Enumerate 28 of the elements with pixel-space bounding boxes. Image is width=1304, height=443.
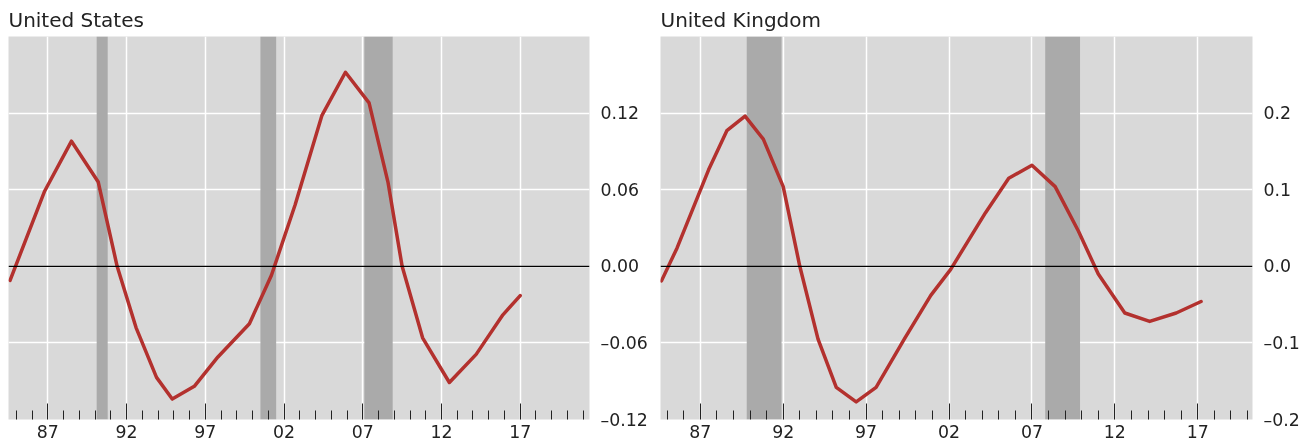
x-tick-label: 87 xyxy=(689,421,712,442)
y-tick-label: –0.12 xyxy=(600,409,648,430)
x-tick-label: 02 xyxy=(938,421,961,442)
y-tick-label: 0.06 xyxy=(600,179,640,200)
x-tick-label: 12 xyxy=(430,421,453,442)
x-tick-label: 17 xyxy=(509,421,532,442)
y-tick-label: 0.12 xyxy=(600,103,640,124)
y-tick-label: –0.2 xyxy=(1263,409,1300,430)
line-series xyxy=(8,70,522,401)
x-tick-label: 92 xyxy=(115,421,138,442)
x-tick-label: 07 xyxy=(351,421,374,442)
y-tick-label: 0.1 xyxy=(1263,179,1292,200)
y-tick-label: –0.1 xyxy=(1263,332,1300,353)
x-tick-label: 97 xyxy=(855,421,878,442)
x-tick-label: 17 xyxy=(1186,421,1209,442)
x-tick-label: 07 xyxy=(1020,421,1043,442)
y-tick-label: –0.06 xyxy=(600,332,648,353)
chart-title: United States xyxy=(8,7,144,32)
x-tick-label: 92 xyxy=(772,421,795,442)
line-series xyxy=(660,114,1203,404)
x-tick-label: 12 xyxy=(1103,421,1126,442)
y-tick-label: 0.2 xyxy=(1263,103,1292,124)
x-tick-label: 97 xyxy=(194,421,217,442)
chart-title: United Kingdom xyxy=(660,7,822,32)
y-tick-label: 0.0 xyxy=(1263,256,1292,277)
x-tick-label: 02 xyxy=(273,421,296,442)
y-tick-label: 0.00 xyxy=(600,256,640,277)
x-tick-label: 87 xyxy=(36,421,59,442)
